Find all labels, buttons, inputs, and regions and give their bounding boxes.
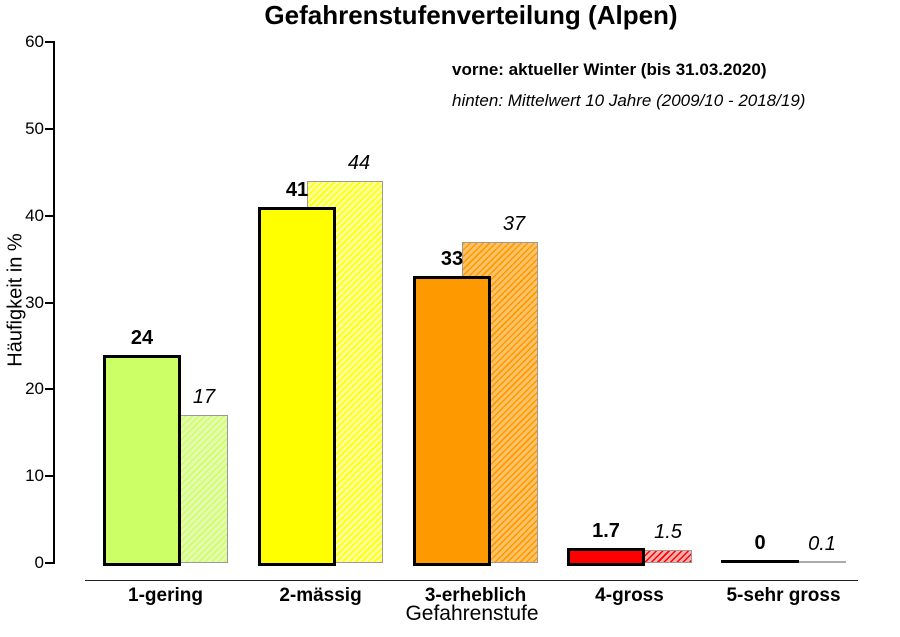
- bar-front-3-erheblich: [413, 276, 491, 566]
- y-tick-mark: [45, 214, 53, 217]
- y-tick-mark: [45, 562, 53, 564]
- y-tick-mark: [45, 301, 53, 304]
- x-axis-line: [85, 580, 858, 581]
- bar-front-1-gering: [103, 354, 181, 566]
- value-label-back-5-sehr gross: 0.1: [808, 533, 836, 556]
- bar-back-5-sehr gross: [770, 561, 846, 563]
- y-axis-line: [53, 41, 55, 564]
- y-tick-label: 0: [34, 553, 44, 572]
- value-label-front-5-sehr gross: 0: [754, 532, 766, 554]
- y-tick-mark: [45, 41, 53, 43]
- legend-back-series-label: hinten: Mittelwert 10 Jahre (2009/10 - 2…: [452, 91, 806, 110]
- value-label-back-2-mässig: 44: [347, 151, 371, 174]
- value-label-front-4-gross: 1.7: [592, 520, 620, 543]
- y-axis-title: Häufigkeit in %: [4, 233, 27, 367]
- category-label-2-mässig: 2-mässig: [279, 585, 362, 606]
- legend-front-series-label: vorne: aktueller Winter (bis 31.03.2020): [452, 60, 767, 79]
- value-label-front-1-gering: 24: [130, 326, 154, 349]
- value-label-front-2-mässig: 41: [285, 178, 309, 201]
- y-tick-label: 30: [25, 292, 44, 312]
- category-label-3-erheblich: 3-erheblich: [424, 585, 527, 606]
- legend: vorne: aktueller Winter (bis 31.03.2020)…: [452, 54, 805, 116]
- value-label-back-3-erheblich: 37: [502, 212, 526, 235]
- y-tick-label: 40: [25, 205, 44, 225]
- y-tick-mark: [45, 127, 53, 130]
- y-tick-mark: [45, 388, 53, 391]
- y-tick-mark: [45, 475, 53, 478]
- y-tick-label: 50: [25, 118, 44, 138]
- category-label-4-gross: 4-gross: [595, 585, 664, 606]
- value-label-back-1-gering: 17: [192, 386, 216, 409]
- y-tick-label: 10: [25, 466, 44, 486]
- bar-front-4-gross: [567, 548, 645, 566]
- x-axis-title: Gefahrenstufe: [405, 602, 539, 625]
- value-label-back-4-gross: 1.5: [654, 520, 682, 543]
- bar-front-5-sehr gross: [721, 560, 799, 563]
- y-tick-label: 60: [25, 32, 44, 51]
- category-label-1-gering: 1-gering: [128, 585, 203, 606]
- y-tick-label: 20: [25, 379, 44, 399]
- value-label-front-3-erheblich: 33: [440, 248, 464, 271]
- category-label-5-sehr gross: 5-sehr gross: [726, 585, 841, 606]
- bar-front-2-mässig: [258, 206, 336, 566]
- chart-title: Gefahrenstufenverteilung (Alpen): [264, 0, 678, 30]
